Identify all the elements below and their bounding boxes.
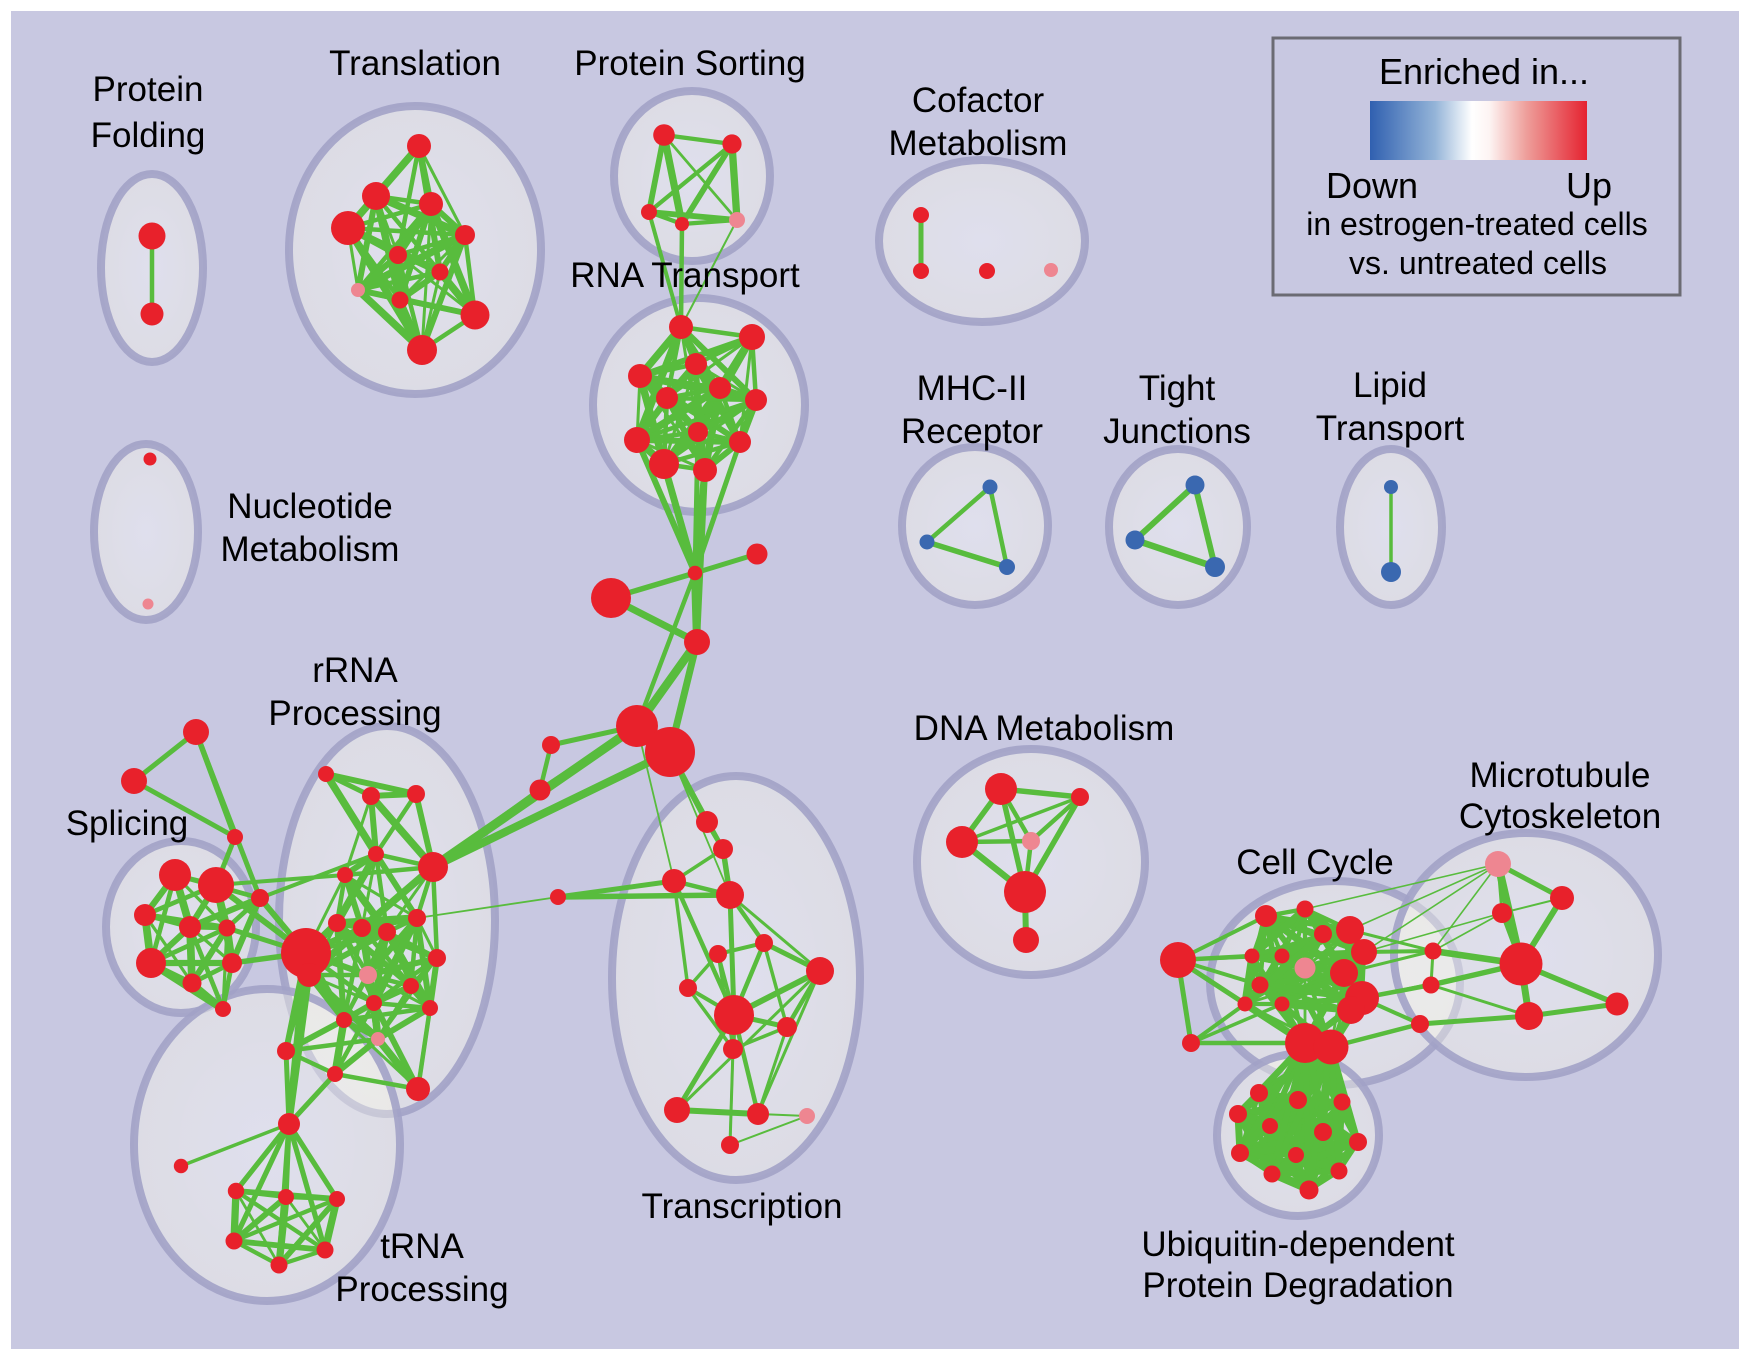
svg-text:Junctions: Junctions bbox=[1103, 412, 1251, 451]
svg-text:tRNA: tRNA bbox=[380, 1227, 464, 1266]
svg-text:Processing: Processing bbox=[335, 1270, 508, 1309]
svg-text:Protein Sorting: Protein Sorting bbox=[574, 44, 806, 83]
svg-text:RNA Transport: RNA Transport bbox=[570, 256, 800, 295]
svg-text:Up: Up bbox=[1566, 165, 1612, 206]
svg-text:vs. untreated cells: vs. untreated cells bbox=[1349, 245, 1607, 281]
svg-text:Folding: Folding bbox=[91, 116, 206, 155]
svg-text:Transcription: Transcription bbox=[642, 1187, 843, 1226]
svg-text:Enriched in...: Enriched in... bbox=[1379, 51, 1589, 92]
svg-text:rRNA: rRNA bbox=[312, 651, 398, 690]
svg-text:Lipid: Lipid bbox=[1353, 366, 1427, 405]
svg-text:Protein Degradation: Protein Degradation bbox=[1142, 1266, 1453, 1305]
svg-text:Nucleotide: Nucleotide bbox=[227, 487, 392, 526]
svg-text:Microtubule: Microtubule bbox=[1470, 756, 1651, 795]
svg-text:Cell Cycle: Cell Cycle bbox=[1236, 843, 1394, 882]
svg-text:Receptor: Receptor bbox=[901, 412, 1043, 451]
svg-text:in estrogen-treated cells: in estrogen-treated cells bbox=[1306, 206, 1648, 242]
svg-text:Translation: Translation bbox=[329, 44, 501, 83]
svg-text:MHC-II: MHC-II bbox=[917, 369, 1028, 408]
svg-text:Ubiquitin-dependent: Ubiquitin-dependent bbox=[1141, 1225, 1455, 1264]
svg-text:Metabolism: Metabolism bbox=[889, 124, 1068, 163]
svg-text:Protein: Protein bbox=[93, 70, 204, 109]
svg-text:Cofactor: Cofactor bbox=[912, 81, 1045, 120]
svg-text:Processing: Processing bbox=[268, 694, 441, 733]
svg-text:Transport: Transport bbox=[1316, 409, 1465, 448]
svg-text:DNA Metabolism: DNA Metabolism bbox=[914, 709, 1175, 748]
svg-text:Splicing: Splicing bbox=[66, 804, 189, 843]
svg-text:Tight: Tight bbox=[1139, 369, 1216, 408]
svg-text:Cytoskeleton: Cytoskeleton bbox=[1459, 797, 1661, 836]
svg-text:Metabolism: Metabolism bbox=[221, 530, 400, 569]
svg-text:Down: Down bbox=[1326, 165, 1418, 206]
